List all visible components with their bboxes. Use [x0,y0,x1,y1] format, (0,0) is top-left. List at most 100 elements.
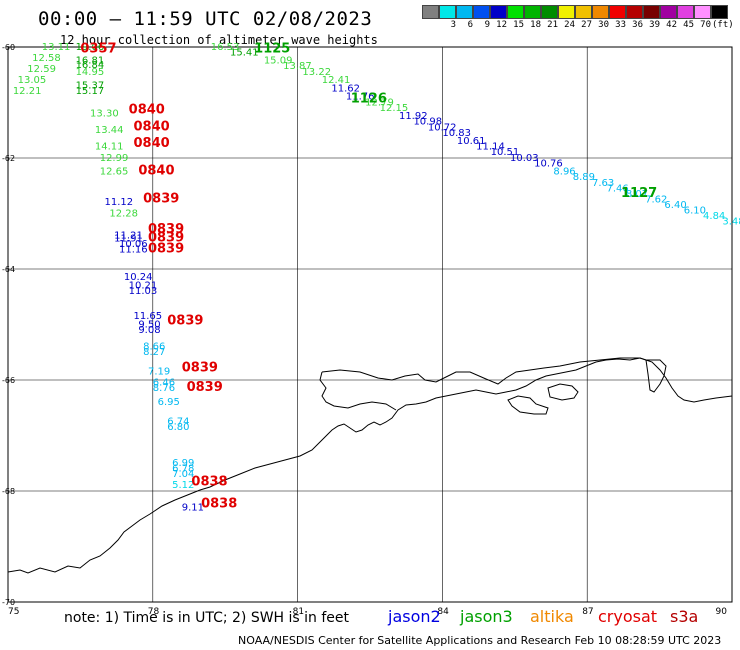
ice-rise-outline [507,395,549,415]
colorbar-cell [711,5,728,19]
colorbar-cell [541,5,558,19]
satellite-s3a: s3a [670,607,699,626]
y-tick-label: -60 [2,43,15,52]
x-tick-label: 78 [148,607,160,617]
satellite-cryosat: cryosat [598,607,658,626]
colorbar-label: 30 [598,20,609,30]
swh-label: 11.92 [399,111,428,122]
time-label: 0838 [201,497,237,512]
colorbar-cell [490,5,507,19]
colorbar-cell [592,5,609,19]
colorbar-label: 39 [649,20,660,30]
time-label: 0839 [182,361,218,376]
swh-label: 10.83 [442,128,471,139]
antarctic-coastline [7,357,733,574]
swh-label: 12.99 [100,153,129,164]
swh-label: 6.10 [684,206,706,217]
swh-label: 8.89 [573,172,595,183]
swh-label: 11.14 [476,142,505,153]
swh-label: 13.87 [283,61,312,72]
swh-label: 12.79 [365,97,394,108]
swh-label: 10.03 [510,153,539,164]
swh-label: 4.84 [703,211,725,222]
swh-label: 7.62 [645,194,667,205]
swh-label: 6.99 [172,458,194,469]
colorbar-cell [473,5,490,19]
colorbar-cell [558,5,575,19]
colorbar-cell [422,5,439,19]
map-title: 00:00 – 11:59 UTC 02/08/2023 [38,8,373,30]
swh-label: 11.21 [114,230,143,241]
satellite-jason3: jason3 [460,607,513,626]
swh-label: 13.44 [95,125,124,136]
map-note: note: 1) Time is in UTC; 2) SWH is in fe… [64,610,350,626]
map-subtitle: 12 hour collection of altimeter wave hei… [60,33,378,47]
colorbar-cell [609,5,626,19]
swh-label: 10.98 [413,117,442,128]
colorbar-label: 70 [700,20,711,30]
swh-label: 11.76 [346,92,375,103]
colorbar-labels: 3 6 9 12 15 18 21 24 27 30 33 36 39 42 45 70 [422,20,728,30]
time-label: 0840 [138,164,174,179]
x-tick-label: 81 [293,607,304,617]
swh-label: 10.06 [119,239,148,250]
swh-label: 12.21 [13,86,42,97]
swh-label: 10.72 [428,122,457,133]
satellite-jason2: jason2 [388,607,441,626]
time-label: 1125 [254,42,290,57]
colorbar-cell [456,5,473,19]
colorbar-label: 3 [450,20,456,30]
map-grid: 75 78 81 84 87 90 -60 -62 -64 -66 -68 -70 [2,43,733,617]
colorbar-label: 21 [547,20,558,30]
colorbar-label: 27 [581,20,592,30]
y-tick-label: -62 [2,154,15,163]
swh-label: 9.11 [182,502,204,513]
time-label: 0839 [167,314,203,329]
swh-label: 10.51 [491,147,520,158]
swh-label: 12.65 [100,167,129,178]
ice-shelf-outline [321,357,667,393]
colorbar-label: 18 [530,20,541,30]
swh-label: 7.19 [148,366,170,377]
swh-label: 7.46 [607,183,629,194]
y-tick-label: -64 [2,265,15,274]
y-tick-label: -66 [2,376,15,385]
swh-label: 6.74 [167,416,189,427]
satellite-altika: altika [530,607,574,626]
swh-label: 14.95 [76,67,105,78]
swh-label: 13.11 [42,42,71,53]
swh-label: 16.84 [76,60,105,71]
colorbar-cell [524,5,541,19]
swh-label: 8.96 [553,167,575,178]
swh-label: 3.48 [722,217,740,228]
colorbar-label: 45 [683,20,694,30]
y-tick-label: -68 [2,487,15,496]
time-label: 1126 [351,92,387,107]
swh-label: 8.07 [626,189,648,200]
colorbar-cell [643,5,660,19]
swh-label: 7.04 [172,469,194,480]
colorbar-cell [507,5,524,19]
swh-label: 7.63 [592,178,614,189]
swh-label: 10.61 [457,136,486,147]
swh-label: 15.17 [76,86,105,97]
swh-label: 8.76 [153,383,175,394]
time-label: 0840 [133,136,169,151]
swh-label: 5.12 [172,480,194,491]
swh-label: 15.41 [230,47,259,58]
time-label: 0839 [187,380,223,395]
colorbar-label: 12 [496,20,507,30]
colorbar-label: 6 [467,20,473,30]
swh-label: 19.06 [76,42,105,53]
swh-label: 10.76 [534,158,563,169]
swh-label: 12.58 [32,53,61,64]
swh-label: 6.40 [664,200,686,211]
swh-label: 6.80 [167,422,189,433]
time-label: 0839 [143,191,179,206]
credit-line: NOAA/NESDIS Center for Satellite Applica… [238,634,722,647]
colorbar-unit: (ft) [712,20,734,30]
swh-label: 11.91 [114,233,143,244]
colorbar-cell [575,5,592,19]
swh-label: 9.08 [138,325,160,336]
swh-label: 16.81 [76,56,105,67]
